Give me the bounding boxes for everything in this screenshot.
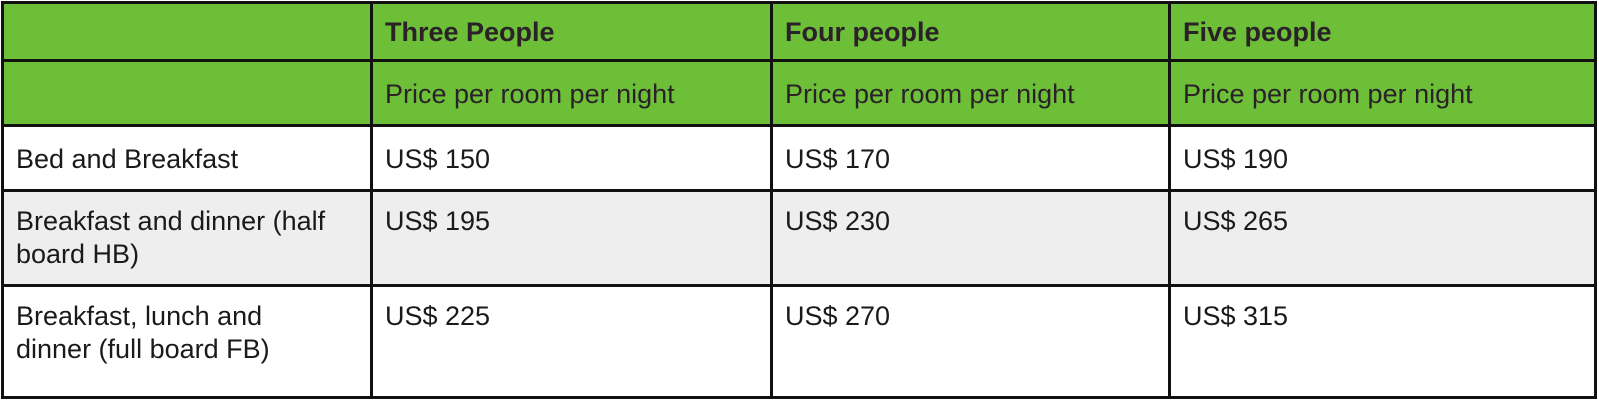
subheader-row: Price per room per night Price per room … <box>1 59 1597 127</box>
header-five-people: Five people <box>1168 1 1597 62</box>
row-label: Breakfast, lunch and dinner (full board … <box>1 284 373 399</box>
price-cell: US$ 150 <box>370 124 773 192</box>
price-cell: US$ 230 <box>770 189 1171 287</box>
subheader-cell-empty <box>1 59 373 127</box>
row-label: Breakfast and dinner (half board HB) <box>1 189 373 287</box>
price-cell: US$ 190 <box>1168 124 1597 192</box>
price-cell: US$ 270 <box>770 284 1171 399</box>
price-cell: US$ 195 <box>370 189 773 287</box>
subheader-cell: Price per room per night <box>1168 59 1597 127</box>
subheader-cell: Price per room per night <box>370 59 773 127</box>
subheader-cell: Price per room per night <box>770 59 1171 127</box>
row-label: Bed and Breakfast <box>1 124 373 192</box>
price-cell: US$ 315 <box>1168 284 1597 399</box>
header-three-people: Three People <box>370 1 773 62</box>
header-four-people: Four people <box>770 1 1171 62</box>
price-cell: US$ 265 <box>1168 189 1597 287</box>
table-row: Bed and Breakfast US$ 150 US$ 170 US$ 19… <box>1 124 1597 192</box>
price-cell: US$ 225 <box>370 284 773 399</box>
price-table: Three People Four people Five people Pri… <box>1 1 1597 399</box>
table-row: Breakfast, lunch and dinner (full board … <box>1 284 1597 399</box>
table-row: Breakfast and dinner (half board HB) US$… <box>1 189 1597 287</box>
header-row: Three People Four people Five people <box>1 1 1597 62</box>
price-cell: US$ 170 <box>770 124 1171 192</box>
header-cell-empty <box>1 1 373 62</box>
